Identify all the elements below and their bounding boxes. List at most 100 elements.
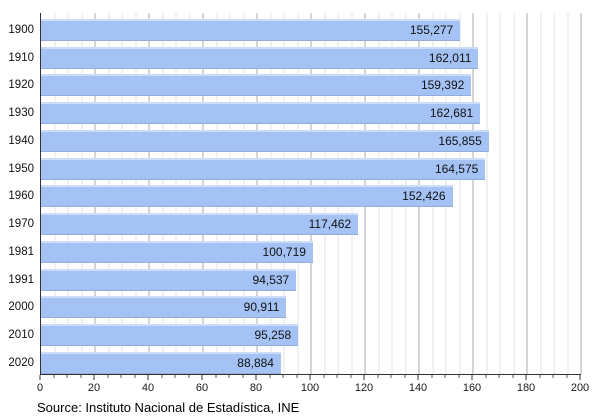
- major-gridline: [526, 13, 528, 374]
- y-axis-label: 1920: [8, 79, 34, 92]
- x-minor-tick: [444, 375, 446, 378]
- minor-gridline: [513, 13, 514, 374]
- x-minor-tick: [539, 375, 540, 378]
- x-minor-tick: [566, 375, 567, 378]
- x-minor-tick: [404, 375, 405, 378]
- x-minor-tick: [134, 375, 135, 378]
- bar: 159,392: [41, 74, 472, 97]
- bar-value-label: 159,392: [420, 78, 465, 93]
- minor-gridline: [540, 13, 541, 374]
- x-minor-tick: [458, 375, 459, 378]
- bar-row: 1950 164,575: [8, 152, 581, 180]
- major-gridline: [472, 13, 474, 374]
- bar: 117,462: [41, 213, 359, 236]
- x-minor-tick: [269, 375, 270, 378]
- x-major-tick: [201, 375, 203, 380]
- x-axis-tick-label: 140: [408, 382, 428, 394]
- x-axis-tick-label: 160: [462, 382, 482, 394]
- y-axis-label: 1940: [8, 134, 34, 147]
- bar-row: 1930 162,681: [8, 96, 581, 125]
- bar-row: 2020 88,884: [8, 346, 581, 374]
- x-minor-tick: [120, 375, 122, 378]
- bar-row: 2000 90,911: [8, 291, 581, 319]
- x-minor-tick: [296, 375, 297, 378]
- x-minor-tick: [53, 375, 54, 378]
- x-minor-tick: [350, 375, 351, 378]
- bar: 155,277: [41, 18, 461, 41]
- x-minor-tick: [228, 375, 230, 378]
- bar: 152,426: [41, 185, 453, 208]
- bar: 164,575: [41, 157, 486, 180]
- bar-row: 1960 152,426: [8, 180, 581, 208]
- bar: 95,258: [41, 324, 299, 347]
- minor-gridline: [553, 13, 555, 374]
- x-minor-tick: [161, 375, 162, 378]
- x-minor-tick: [80, 375, 81, 378]
- y-axis-label: 1960: [8, 190, 34, 203]
- x-major-tick: [255, 375, 257, 380]
- bar-value-label: 90,911: [243, 300, 280, 315]
- x-minor-tick: [377, 375, 378, 378]
- x-minor-tick: [242, 375, 243, 378]
- source-caption: Source: Instituto Nacional de Estadístic…: [37, 400, 300, 415]
- y-axis-label: 2020: [8, 356, 34, 369]
- y-axis-label: 1991: [8, 273, 34, 286]
- x-major-tick: [471, 375, 473, 380]
- bar-row: 1920 159,392: [8, 69, 581, 97]
- x-minor-tick: [498, 375, 500, 378]
- bar-value-label: 95,258: [254, 328, 292, 343]
- y-axis-label: 1970: [8, 218, 34, 231]
- bar-row: 1910 162,011: [8, 41, 581, 69]
- x-minor-tick: [107, 375, 108, 378]
- bar-value-label: 165,855: [438, 133, 482, 148]
- x-major-tick: [93, 375, 95, 380]
- x-minor-tick: [66, 375, 68, 378]
- bar-row: 1970 117,462: [8, 207, 581, 236]
- x-minor-tick: [431, 375, 432, 378]
- y-axis-label: 1910: [8, 51, 34, 64]
- bar-value-label: 162,681: [429, 106, 474, 121]
- x-axis-tick-label: 180: [516, 382, 536, 394]
- bar: 94,537: [41, 268, 297, 291]
- bar-row: 2010 95,258: [8, 318, 581, 347]
- y-axis-label: 1950: [8, 162, 34, 175]
- major-gridline: [580, 13, 582, 374]
- minor-gridline: [567, 13, 568, 374]
- x-axis-tick-label: 40: [141, 382, 155, 394]
- x-axis-tick-label: 80: [249, 382, 263, 394]
- x-minor-tick: [512, 375, 513, 378]
- y-axis-label: 1930: [8, 107, 34, 120]
- bar-value-label: 155,277: [409, 22, 454, 37]
- x-minor-tick: [323, 375, 324, 378]
- x-axis-tick-label: 0: [36, 382, 44, 394]
- minor-gridline: [486, 13, 487, 374]
- x-minor-tick: [174, 375, 176, 378]
- x-minor-tick: [282, 375, 284, 378]
- minor-gridline: [499, 13, 501, 374]
- x-minor-tick: [336, 375, 338, 378]
- x-axis-tick-label: 20: [87, 382, 101, 394]
- x-minor-tick: [485, 375, 486, 378]
- bar: 88,884: [41, 351, 281, 374]
- x-major-tick: [363, 375, 365, 380]
- bar-value-label: 152,426: [402, 189, 446, 204]
- bar-row: 1991 94,537: [8, 263, 581, 291]
- bar-value-label: 164,575: [434, 161, 479, 176]
- x-minor-tick: [215, 375, 216, 378]
- y-axis-label: 1981: [8, 245, 34, 258]
- x-major-tick: [309, 375, 311, 380]
- x-axis-tick-label: 120: [354, 382, 374, 394]
- bar: 100,719: [41, 240, 313, 263]
- x-major-tick: [39, 375, 41, 380]
- bar-rows-layer: 1900 155,277 1910 162,011 1920 159,392 1930 162…: [8, 13, 581, 374]
- x-axis-tick-label: 200: [570, 382, 590, 394]
- x-axis-tick-label: 100: [300, 382, 320, 394]
- x-axis-tick-label: 60: [195, 382, 209, 394]
- bar-value-label: 117,462: [308, 217, 352, 232]
- y-axis-label: 2010: [8, 329, 34, 342]
- bar: 165,855: [41, 129, 489, 152]
- bar: 162,681: [41, 102, 481, 125]
- x-minor-tick: [188, 375, 189, 378]
- bar: 162,011: [41, 46, 479, 69]
